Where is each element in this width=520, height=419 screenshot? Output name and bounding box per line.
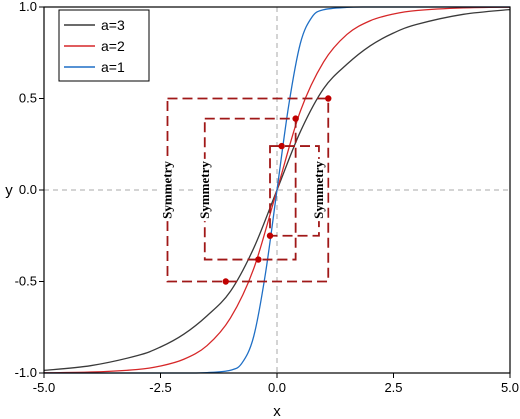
symmetry-label: Symmetry xyxy=(197,161,212,219)
legend-label: a=1 xyxy=(101,59,125,75)
highlight-point xyxy=(292,115,299,122)
x-tick-label: 5.0 xyxy=(501,380,519,395)
highlight-point xyxy=(278,142,285,150)
legend: a=3 a=2 a=1 xyxy=(58,9,150,82)
x-tick-label: 2.5 xyxy=(384,380,402,395)
axis-ticks: -5.0 -2.5 0.0 2.5 5.0 1.0 0.5 0.0 -0.5 -1.0 xyxy=(15,0,519,395)
symmetry-annotations: Symmetry Symmetry Symmetry xyxy=(158,95,332,285)
x-tick-label: -2.5 xyxy=(149,380,171,395)
y-axis-label: y xyxy=(5,182,13,199)
symmetry-label-bg xyxy=(158,158,176,222)
highlight-point xyxy=(222,278,229,285)
symmetry-box xyxy=(166,97,330,283)
y-tick-label: 0.0 xyxy=(19,182,37,197)
symmetry-box xyxy=(203,117,297,261)
highlight-point xyxy=(325,95,332,102)
legend-label: a=3 xyxy=(101,17,125,33)
y-tick-label: 1.0 xyxy=(19,0,37,14)
x-tick-label: -5.0 xyxy=(33,380,55,395)
highlight-point xyxy=(255,256,262,263)
symmetry-label: Symmetry xyxy=(159,161,174,219)
symmetry-label: Symmetry xyxy=(311,161,326,219)
legend-label: a=2 xyxy=(101,38,125,54)
highlight-point xyxy=(266,232,274,239)
x-tick-label: 0.0 xyxy=(268,380,286,395)
y-tick-label: -0.5 xyxy=(15,274,37,289)
symmetry-label-bg xyxy=(310,158,328,222)
x-axis-label: x xyxy=(273,403,281,419)
symmetry-label-bg xyxy=(196,158,214,222)
y-tick-label: -1.0 xyxy=(15,365,37,380)
y-tick-label: 0.5 xyxy=(19,91,37,106)
